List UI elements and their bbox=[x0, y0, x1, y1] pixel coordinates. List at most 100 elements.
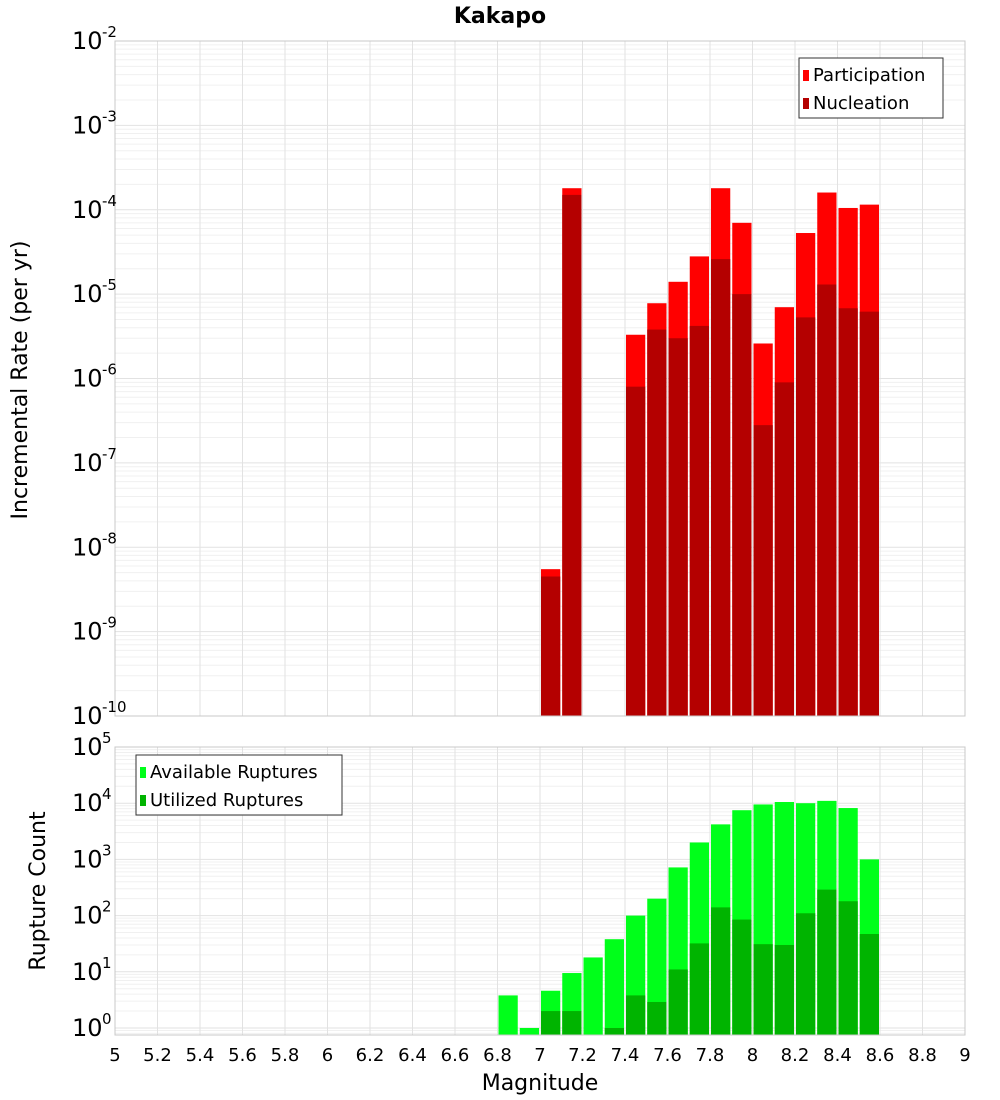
legend-label: Nucleation bbox=[813, 93, 909, 114]
rate-bar-series2 bbox=[817, 284, 837, 716]
count-bar-series2 bbox=[838, 901, 858, 1035]
y-tick-exponent: -2 bbox=[102, 23, 117, 41]
y-tick-exponent: 2 bbox=[102, 898, 112, 916]
count-bar-series2 bbox=[711, 907, 731, 1035]
count-bar-series2 bbox=[796, 913, 816, 1035]
rate-plot-frame bbox=[114, 40, 966, 717]
y-tick-label: 10 bbox=[72, 533, 103, 561]
x-tick-label: 6.8 bbox=[483, 1045, 512, 1066]
legend-frame bbox=[135, 754, 343, 816]
rate-bar-series2 bbox=[753, 425, 773, 716]
rate-bar-series2 bbox=[541, 576, 561, 716]
y-tick-label: 10 bbox=[72, 111, 103, 139]
x-tick-label: 6 bbox=[322, 1045, 333, 1066]
y-tick-exponent: 5 bbox=[102, 729, 112, 747]
y-tick-label: 10 bbox=[72, 1014, 103, 1042]
count-bar-series1 bbox=[647, 898, 667, 1035]
y-tick-exponent: -8 bbox=[102, 529, 117, 547]
x-tick-label: 6.2 bbox=[356, 1045, 385, 1066]
legend-label: Utilized Ruptures bbox=[150, 790, 303, 811]
count-bar-series2 bbox=[668, 969, 688, 1035]
y-tick-label: 10 bbox=[72, 845, 103, 873]
count-bar-series2 bbox=[604, 1027, 624, 1035]
rate-bar-series2 bbox=[859, 311, 879, 716]
y-tick-label: 10 bbox=[72, 958, 103, 986]
count-bar-series1 bbox=[519, 1027, 539, 1035]
y-tick-label: 10 bbox=[72, 449, 103, 477]
rate-plot-grid bbox=[114, 40, 966, 717]
x-tick-label: 8.2 bbox=[781, 1045, 810, 1066]
y-tick-label: 10 bbox=[72, 365, 103, 393]
rate-bar-series2 bbox=[732, 294, 752, 716]
chart-title: Kakapo bbox=[454, 4, 546, 29]
rate-bar-series2 bbox=[647, 329, 667, 716]
x-tick-label: 5.8 bbox=[271, 1045, 300, 1066]
rate-bar-series2 bbox=[626, 386, 646, 716]
x-tick-labels: 5 5.2 5.4 5.6 5.8 6 6.2 6.4 6.6 6.8 7 7.2 7.4 7.6 7.8 8… bbox=[109, 1045, 970, 1066]
x-tick-label: 5.6 bbox=[228, 1045, 257, 1066]
legend-frame bbox=[798, 57, 944, 119]
y-tick-label: 10 bbox=[72, 196, 103, 224]
y-tick-exponent: -6 bbox=[102, 361, 117, 379]
rate-bar-series2 bbox=[774, 382, 794, 716]
y-tick-label: 10 bbox=[72, 733, 103, 761]
x-tick-label: 9 bbox=[959, 1045, 970, 1066]
count-bar-series1 bbox=[498, 995, 518, 1035]
x-tick-label: 7.8 bbox=[696, 1045, 725, 1066]
y-tick-label: 10 bbox=[72, 702, 103, 730]
y-tick-label: 10 bbox=[72, 618, 103, 646]
rate-bar-series2 bbox=[689, 325, 709, 716]
rate-bar-series2 bbox=[796, 317, 816, 716]
y-tick-label: 10 bbox=[72, 27, 103, 55]
x-tick-label: 7.4 bbox=[611, 1045, 640, 1066]
y-tick-exponent: -3 bbox=[102, 107, 117, 125]
legend-label: Available Ruptures bbox=[150, 762, 318, 783]
x-tick-label: 7.6 bbox=[653, 1045, 682, 1066]
y-tick-exponent: -9 bbox=[102, 614, 117, 632]
y-tick-exponent: -5 bbox=[102, 276, 117, 294]
count-bar-series2 bbox=[859, 934, 879, 1035]
count-plot-bars bbox=[498, 800, 879, 1035]
count-bar-series1 bbox=[604, 939, 624, 1035]
x-tick-label: 6.4 bbox=[398, 1045, 427, 1066]
count-bar-series2 bbox=[732, 919, 752, 1035]
legend-swatch bbox=[140, 767, 146, 778]
x-tick-label: 8.8 bbox=[908, 1045, 937, 1066]
x-tick-label: 8.6 bbox=[866, 1045, 895, 1066]
count-bar-series2 bbox=[562, 1011, 582, 1035]
x-tick-label: 8 bbox=[747, 1045, 758, 1066]
count-bar-series2 bbox=[541, 1011, 561, 1035]
x-tick-label: 6.6 bbox=[441, 1045, 470, 1066]
count-y-axis-label: Rupture Count bbox=[26, 811, 51, 971]
rate-bar-series2 bbox=[838, 308, 858, 716]
count-bar-series2 bbox=[774, 944, 794, 1035]
count-bar-series2 bbox=[647, 1001, 667, 1035]
y-tick-label: 10 bbox=[72, 280, 103, 308]
count-bar-series2 bbox=[817, 889, 837, 1035]
y-tick-exponent: 1 bbox=[102, 954, 112, 972]
x-tick-label: 5.4 bbox=[186, 1045, 215, 1066]
y-tick-exponent: 3 bbox=[102, 841, 112, 859]
count-bar-series2 bbox=[753, 944, 773, 1035]
y-tick-exponent: -10 bbox=[102, 698, 127, 716]
rate-plot-bars bbox=[541, 188, 879, 717]
legend-swatch bbox=[803, 70, 809, 81]
count-bar-series1 bbox=[583, 957, 603, 1035]
x-tick-label: 7.2 bbox=[568, 1045, 597, 1066]
count-legend: Available Ruptures Utilized Ruptures bbox=[135, 754, 343, 816]
legend-swatch bbox=[140, 795, 146, 806]
y-tick-exponent: 4 bbox=[102, 785, 112, 803]
rate-bar-series2 bbox=[711, 259, 731, 716]
legend-label: Participation bbox=[813, 65, 925, 86]
count-plot-frame bbox=[114, 746, 966, 1036]
rate-legend: Participation Nucleation bbox=[798, 57, 944, 119]
y-tick-exponent: 0 bbox=[102, 1010, 112, 1028]
y-tick-exponent: -4 bbox=[102, 192, 117, 210]
x-axis-label: Magnitude bbox=[482, 1071, 599, 1096]
count-bar-series2 bbox=[689, 943, 709, 1035]
rate-bar-series2 bbox=[562, 194, 582, 716]
y-tick-label: 10 bbox=[72, 789, 103, 817]
x-tick-label: 8.4 bbox=[823, 1045, 852, 1066]
